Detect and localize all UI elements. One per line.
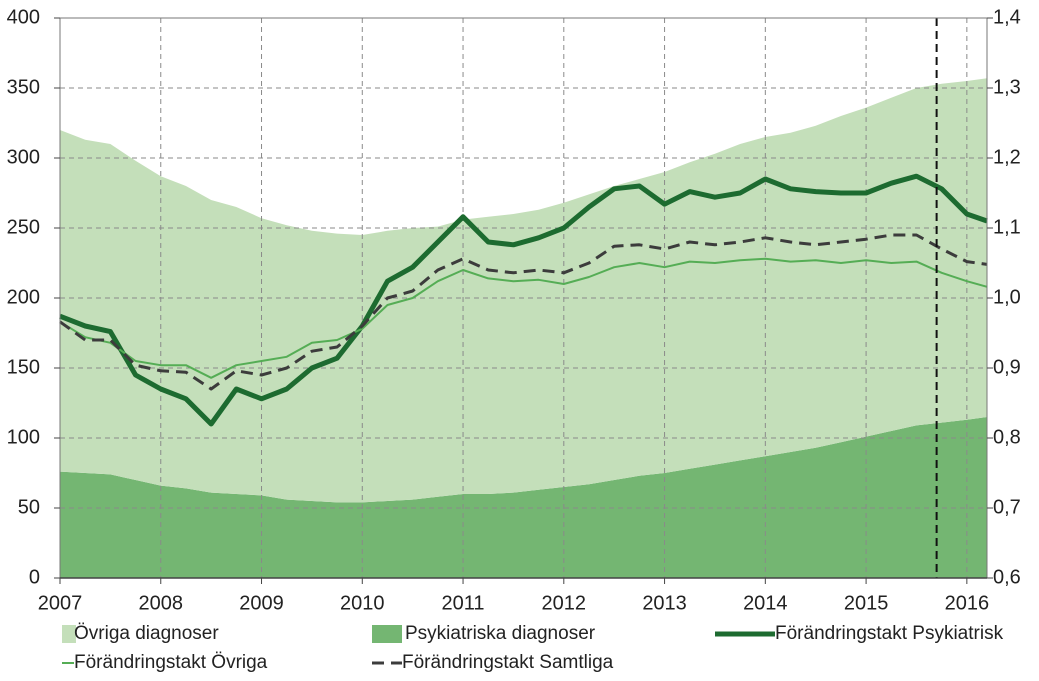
x-tick-label: 2013 <box>642 592 687 614</box>
area <box>60 417 987 578</box>
y2-tick-label: 0,8 <box>993 426 1021 448</box>
y-tick-label: 150 <box>7 356 40 378</box>
y-tick-label: 100 <box>7 426 40 448</box>
x-tick-label: 2010 <box>340 592 385 614</box>
y-tick-label: 200 <box>7 286 40 308</box>
x-tick-label: 2007 <box>38 592 83 614</box>
y2-tick-label: 0,7 <box>993 496 1021 518</box>
legend-label: Psykiatriska diagnoser <box>405 623 596 644</box>
y2-tick-label: 1,2 <box>993 146 1021 168</box>
y-tick-label: 400 <box>7 6 40 28</box>
y-tick-label: 50 <box>18 496 40 518</box>
y-tick-label: 350 <box>7 76 40 98</box>
line <box>59 173 988 427</box>
legend-label: Förändringstakt Samtliga <box>402 652 614 673</box>
y2-tick-label: 0,6 <box>993 566 1021 588</box>
x-tick-label: 2009 <box>239 592 284 614</box>
legend-label: Övriga diagnoser <box>74 623 219 644</box>
legend-label: Förändringstakt Övriga <box>74 652 268 673</box>
line <box>59 233 988 391</box>
legend-swatch <box>62 625 76 643</box>
y-tick-label: 250 <box>7 216 40 238</box>
y2-tick-label: 0,9 <box>993 356 1021 378</box>
x-tick-label: 2008 <box>139 592 184 614</box>
legend-swatch <box>372 625 402 643</box>
y-tick-label: 0 <box>29 566 40 588</box>
x-tick-label: 2012 <box>542 592 587 614</box>
y2-tick-label: 1,3 <box>993 76 1021 98</box>
x-tick-label: 2015 <box>844 592 889 614</box>
x-tick-label: 2016 <box>945 592 990 614</box>
y-tick-label: 300 <box>7 146 40 168</box>
area <box>60 78 987 503</box>
x-tick-label: 2014 <box>743 592 788 614</box>
line <box>59 257 988 379</box>
y2-tick-label: 1,0 <box>993 286 1021 308</box>
legend-label: Förändringstakt Psykiatrisk <box>775 623 1004 644</box>
y2-tick-label: 1,4 <box>993 6 1021 28</box>
x-tick-label: 2011 <box>442 592 485 614</box>
y2-tick-label: 1,1 <box>993 216 1021 238</box>
